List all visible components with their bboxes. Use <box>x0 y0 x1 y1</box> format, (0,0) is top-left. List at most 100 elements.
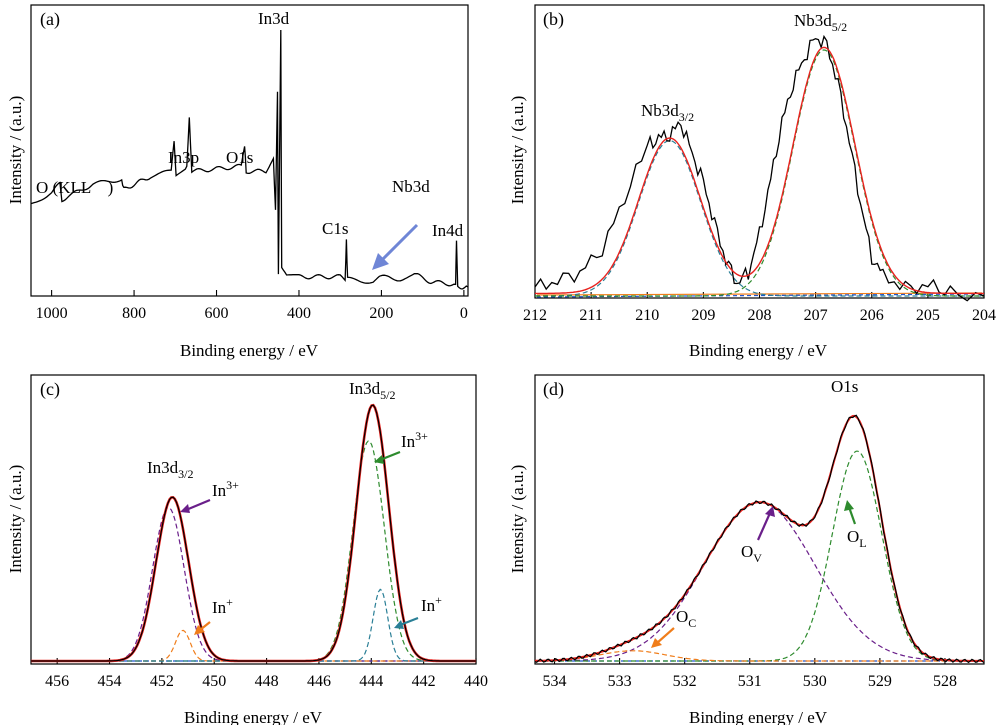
x-tick-label: 209 <box>691 307 715 324</box>
x-tick-label: 204 <box>972 307 996 324</box>
annotation-ol: OL <box>847 527 867 550</box>
panel-b-nb3d: (b) 212 211 210 209 208 207 206 205 204 Binding … <box>508 4 996 360</box>
y-axis-label: Intensity / (a.u.) <box>508 465 527 574</box>
x-tick-label: 532 <box>673 673 697 690</box>
annotation-ov: OV <box>741 542 762 565</box>
inplus-left-arrowhead <box>194 625 205 635</box>
in3d52-in3plus-component-line <box>31 440 476 662</box>
x-tick-label: 528 <box>933 673 957 690</box>
panel-label: (d) <box>543 379 564 400</box>
y-axis-label: Intensity / (a.u.) <box>6 465 25 574</box>
panel-label: (c) <box>40 379 60 400</box>
annotation-o1s: O1s <box>831 377 858 396</box>
annotation-c1s: C1s <box>322 219 348 238</box>
x-axis-ticks: 456 454 452 450 448 446 444 442 440 <box>45 658 488 690</box>
x-tick-label: 206 <box>860 307 884 324</box>
in3plus-left-arrow <box>185 498 211 512</box>
ov-component-line <box>535 501 984 662</box>
nb3d-spectrum-line <box>534 34 985 302</box>
y-axis-label: Intensity / (a.u.) <box>6 96 25 205</box>
annotation-in4d: In4d <box>432 221 464 240</box>
x-tick-label: 400 <box>287 305 311 322</box>
panel-d-o1s: (d) 534 533 532 531 530 529 528 Binding energy… <box>508 374 985 725</box>
x-tick-label: 0 <box>460 305 468 322</box>
nb3d-fit-envelope-line <box>535 46 984 295</box>
inplus-right-arrowhead <box>394 620 404 629</box>
x-tick-label: 444 <box>359 673 383 690</box>
series-group <box>534 34 985 302</box>
x-tick-label: 454 <box>98 673 122 690</box>
annotation-in3d: In3d <box>258 9 290 28</box>
series-group <box>30 29 469 290</box>
in3d52-inplus-component-line <box>31 588 476 662</box>
in3d32-inplus-component-line <box>31 629 476 662</box>
annotation-inplus-right: In+ <box>421 593 442 615</box>
annotation-nb3d-5-2: Nb3d5/2 <box>794 11 847 34</box>
annotation-in3d-5-2: In3d5/2 <box>349 379 396 402</box>
annotation-in3p: In3p <box>168 148 199 167</box>
annotation-in3plus-right: In3+ <box>401 429 428 451</box>
x-tick-label: 205 <box>916 307 940 324</box>
ol-arrowhead <box>844 500 854 511</box>
nb3d52-component-line <box>535 49 984 297</box>
oc-arrow <box>656 627 675 644</box>
x-axis-label: Binding energy / eV <box>184 708 323 725</box>
x-tick-label: 448 <box>255 673 279 690</box>
panel-c-in3d: (c) 456 454 452 450 448 446 444 442 440 Binding … <box>6 374 488 725</box>
x-tick-label: 208 <box>748 307 772 324</box>
ol-arrow <box>847 506 857 525</box>
nb3d-arrowhead <box>372 253 389 270</box>
inplus-right-arrow <box>399 616 419 627</box>
panel-a-survey: (a) 1000 800 600 400 200 0 Binding energy / e… <box>6 4 469 360</box>
baseline-orange-line <box>536 292 983 296</box>
x-tick-label: 212 <box>523 307 547 324</box>
x-tick-label: 207 <box>804 307 828 324</box>
panel-label: (a) <box>40 9 60 30</box>
ov-arrow <box>756 512 772 541</box>
x-tick-label: 452 <box>150 673 174 690</box>
x-axis-ticks: 1000 800 600 400 200 0 <box>36 290 468 322</box>
x-tick-label: 534 <box>543 673 567 690</box>
plot-frame <box>534 374 985 665</box>
plot-frame <box>30 374 477 665</box>
x-tick-label: 450 <box>202 673 226 690</box>
x-axis-label: Binding energy / eV <box>689 708 828 725</box>
x-tick-label: 530 <box>803 673 827 690</box>
annotation-nb3d-3-2: Nb3d3/2 <box>641 101 694 124</box>
in3d-spectrum-line <box>31 404 476 662</box>
x-tick-label: 440 <box>464 673 488 690</box>
x-tick-label: 200 <box>369 305 393 322</box>
annotation-oc: OC <box>676 607 696 630</box>
o1s-spectrum-line <box>534 414 985 664</box>
panel-label: (b) <box>543 9 564 30</box>
annotation-in3d-3-2: In3d3/2 <box>147 458 194 481</box>
x-tick-label: 800 <box>122 305 146 322</box>
oc-arrowhead <box>651 638 662 648</box>
annotation-o-kll: O (KLL ) <box>36 178 113 197</box>
in3plus-right-arrow <box>379 450 401 462</box>
oc-component-line <box>535 650 984 662</box>
x-tick-label: 600 <box>205 305 229 322</box>
x-axis-ticks: 212 211 210 209 208 207 206 205 204 <box>523 292 996 324</box>
x-tick-label: 210 <box>635 307 659 324</box>
survey-spectrum-line <box>30 29 469 290</box>
nb3d-arrow-shaft <box>378 223 419 264</box>
x-tick-label: 442 <box>412 673 436 690</box>
x-tick-label: 529 <box>868 673 892 690</box>
in3plus-right-arrowhead <box>374 455 384 464</box>
x-tick-label: 531 <box>738 673 762 690</box>
annotation-in3plus-left: In3+ <box>212 478 239 500</box>
x-axis-label: Binding energy / eV <box>689 341 828 360</box>
x-tick-label: 533 <box>608 673 632 690</box>
series-group <box>534 414 985 664</box>
annotation-o1s: O1s <box>226 148 253 167</box>
x-tick-label: 1000 <box>36 305 68 322</box>
ov-arrowhead <box>765 506 775 517</box>
series-group <box>31 403 476 663</box>
x-tick-label: 456 <box>45 673 69 690</box>
y-axis-label: Intensity / (a.u.) <box>508 96 527 205</box>
plot-frame <box>30 4 469 297</box>
annotation-inplus-left: In+ <box>212 595 233 617</box>
x-axis-ticks: 534 533 532 531 530 529 528 <box>543 658 957 690</box>
